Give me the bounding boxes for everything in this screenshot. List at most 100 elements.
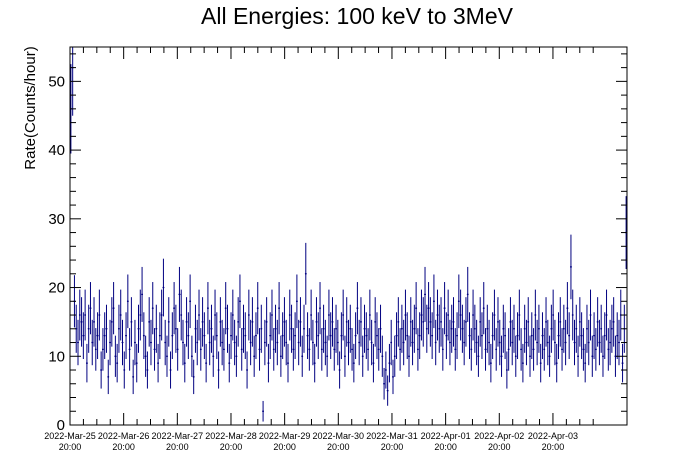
- point-marker: [441, 348, 444, 351]
- data-point: [151, 282, 154, 335]
- point-marker: [312, 341, 314, 344]
- point-marker: [370, 341, 373, 344]
- point-marker: [91, 341, 94, 344]
- data-point: [363, 304, 366, 353]
- point-marker: [356, 307, 359, 310]
- data-point: [80, 297, 83, 347]
- data-point: [573, 319, 576, 366]
- point-marker: [276, 341, 279, 344]
- point-marker: [123, 369, 126, 371]
- data-point: [479, 297, 482, 347]
- point-marker: [329, 334, 332, 337]
- x-tick-label-time: 20:00: [112, 442, 135, 452]
- point-marker: [566, 307, 569, 310]
- data-point: [148, 297, 151, 347]
- data-point: [246, 351, 248, 389]
- x-tick-label-time: 20:00: [434, 442, 457, 452]
- point-marker: [562, 327, 565, 330]
- data-point: [484, 328, 487, 371]
- data-point: [247, 289, 250, 341]
- data-point: [429, 297, 432, 347]
- point-marker: [301, 355, 304, 358]
- data-point: [258, 328, 261, 371]
- data-point: [162, 258, 165, 317]
- data-point: [415, 282, 418, 335]
- data-point: [525, 319, 528, 366]
- point-marker: [89, 307, 92, 310]
- x-tick-label-date: 2022-Apr-01: [421, 431, 471, 441]
- data-point: [418, 312, 421, 360]
- data-point: [427, 282, 430, 335]
- point-marker: [530, 334, 533, 337]
- point-marker: [262, 410, 264, 413]
- data-point: [520, 328, 523, 371]
- point-marker: [87, 327, 90, 330]
- data-point: [600, 304, 603, 353]
- point-marker: [130, 321, 133, 323]
- point-marker: [600, 327, 603, 330]
- data-point: [132, 359, 135, 395]
- data-point: [281, 312, 284, 360]
- point-marker: [207, 307, 209, 310]
- data-point: [621, 343, 624, 383]
- data-point: [107, 359, 110, 395]
- point-marker: [527, 321, 530, 323]
- data-point: [545, 297, 547, 347]
- data-point: [240, 328, 243, 371]
- data-point: [142, 312, 145, 360]
- point-marker: [504, 334, 507, 337]
- point-marker: [109, 341, 111, 344]
- point-marker: [440, 321, 442, 323]
- data-point: [352, 343, 355, 383]
- point-marker: [137, 327, 140, 330]
- data-point: [390, 319, 393, 366]
- data-point: [187, 312, 190, 360]
- data-point: [546, 319, 549, 366]
- data-point: [326, 335, 329, 377]
- point-marker: [105, 327, 108, 330]
- data-point: [384, 351, 387, 389]
- point-marker: [201, 321, 204, 323]
- data-point: [262, 400, 264, 422]
- point-marker: [447, 314, 450, 316]
- data-point: [561, 328, 563, 371]
- point-marker: [160, 314, 163, 316]
- data-point: [228, 343, 231, 383]
- point-marker: [110, 321, 113, 323]
- data-point: [322, 304, 325, 353]
- data-point: [91, 319, 94, 366]
- data-point: [420, 289, 423, 341]
- data-point: [178, 266, 181, 322]
- point-marker: [100, 369, 103, 371]
- point-marker: [516, 334, 519, 337]
- data-point: [155, 304, 158, 353]
- point-marker: [308, 348, 311, 351]
- point-marker: [116, 362, 119, 365]
- x-tick-label-date: 2022-Mar-26: [98, 431, 150, 441]
- point-marker: [103, 334, 106, 337]
- point-marker: [351, 348, 353, 351]
- data-point: [408, 335, 410, 377]
- data-point: [589, 289, 592, 341]
- point-marker: [436, 314, 439, 316]
- point-marker: [205, 362, 208, 365]
- data-point: [189, 274, 192, 329]
- point-marker: [260, 327, 263, 330]
- data-point: [86, 343, 88, 383]
- point-marker: [384, 369, 387, 371]
- point-marker: [472, 314, 474, 316]
- data-point: [459, 289, 462, 341]
- data-point: [304, 242, 307, 305]
- point-marker: [482, 307, 485, 310]
- data-point: [244, 312, 247, 360]
- data-point: [445, 312, 448, 360]
- point-marker: [102, 348, 104, 351]
- point-marker: [418, 334, 421, 337]
- data-point: [308, 328, 311, 371]
- data-point: [605, 289, 608, 341]
- data-point: [570, 234, 572, 300]
- point-marker: [167, 321, 170, 323]
- data-point: [347, 319, 350, 366]
- data-point: [160, 289, 163, 341]
- x-tick-label-time: 20:00: [59, 442, 82, 452]
